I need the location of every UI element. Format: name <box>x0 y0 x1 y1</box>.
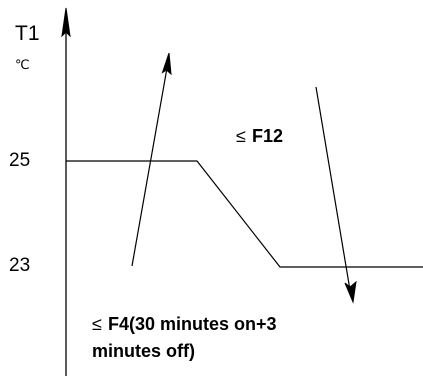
y-axis-arrowhead <box>61 7 71 38</box>
rising-arrowhead <box>161 52 172 76</box>
y-tick-label-low: 23 <box>9 255 30 276</box>
y-axis-unit: ℃ <box>15 58 30 73</box>
y-tick-label-high: 25 <box>9 150 30 171</box>
annotation-bottom-symbol: ≤ <box>92 314 102 334</box>
falling-arrow-shaft <box>315 86 351 291</box>
rising-arrow-shaft <box>131 67 168 267</box>
annotation-bottom-line2: minutes off) <box>92 341 195 361</box>
annotation-top-text: F12 <box>252 126 283 146</box>
temperature-profile-line <box>66 160 423 268</box>
y-axis-title: T1 <box>15 22 40 45</box>
falling-arrowhead <box>344 280 357 304</box>
annotation-top-symbol: ≤ <box>236 126 246 146</box>
annotation-bottom-line1: F4(30 minutes on+3 <box>108 314 277 334</box>
